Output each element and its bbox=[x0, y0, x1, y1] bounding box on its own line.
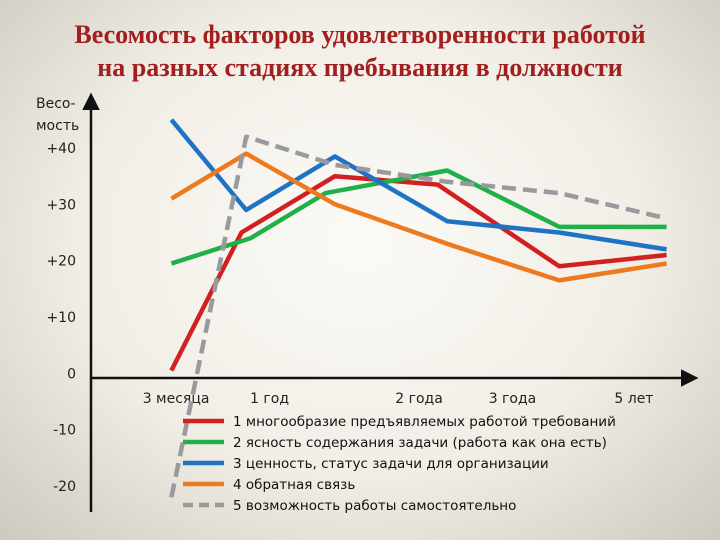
x-tick-labels: 3 месяца 1 год 2 года 3 года 5 лет bbox=[143, 391, 654, 407]
legend-label-1: 1 многообразие предъявляемых работой тре… bbox=[233, 414, 616, 430]
y-tick-label: +30 bbox=[46, 197, 76, 213]
x-tick-label: 5 лет bbox=[614, 391, 653, 407]
legend: 1 многообразие предъявляемых работой тре… bbox=[183, 414, 616, 514]
legend-label-5: 5 возможность работы самостоятельно bbox=[233, 498, 516, 514]
y-tick-label: +10 bbox=[46, 310, 76, 326]
y-tick-labels: +40 +30 +20 +10 0 -10 -20 bbox=[46, 141, 76, 495]
y-axis-label-line-1: Весо- bbox=[36, 96, 76, 112]
y-tick-label: -20 bbox=[53, 479, 76, 495]
series-line-2 bbox=[170, 168, 667, 266]
legend-label-3: 3 ценность, статус задачи для организаци… bbox=[233, 456, 549, 472]
x-tick-label: 3 года bbox=[489, 391, 537, 407]
x-tick-label: 2 года bbox=[395, 391, 443, 407]
x-tick-label: 3 месяца bbox=[143, 391, 210, 407]
legend-label-4: 4 обратная связь bbox=[233, 477, 355, 493]
chart-title-line-1: Весомость факторов удовлетворенности раб… bbox=[74, 20, 646, 49]
axes bbox=[82, 92, 699, 512]
series-line-4 bbox=[170, 151, 667, 283]
y-tick-label: -10 bbox=[53, 423, 76, 439]
chart-title: Весомость факторов удовлетворенности раб… bbox=[0, 18, 720, 84]
y-tick-label: +20 bbox=[46, 254, 76, 270]
legend-label-2: 2 ясность содержания задачи (работа как … bbox=[233, 435, 607, 451]
series-lines bbox=[169, 118, 668, 498]
chart-title-line-2: на разных стадиях пребывания в должности bbox=[97, 53, 623, 82]
y-tick-label: +40 bbox=[46, 141, 76, 157]
y-axis-label-line-2: мость bbox=[36, 118, 79, 134]
series-line-3 bbox=[169, 118, 667, 252]
y-tick-label: 0 bbox=[67, 366, 76, 382]
x-tick-label: 1 год bbox=[250, 391, 289, 407]
series-line-5 bbox=[169, 134, 668, 498]
